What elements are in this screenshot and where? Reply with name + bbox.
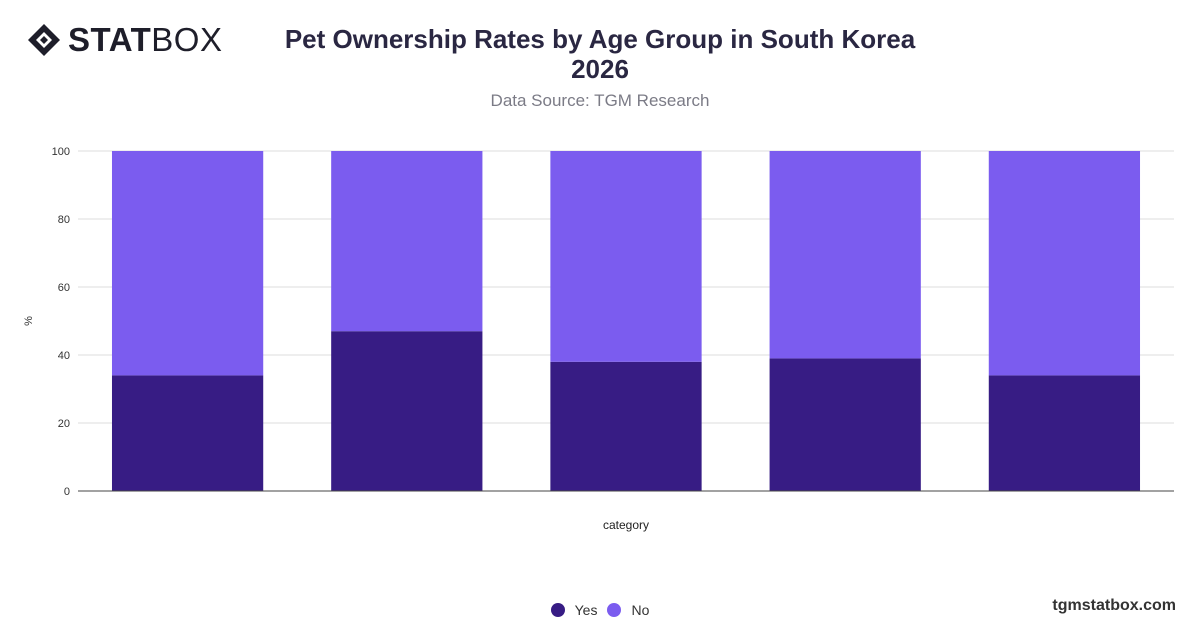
diamond-logo-icon bbox=[28, 24, 60, 56]
chart-title-line-1: Pet Ownership Rates by Age Group in Sout… bbox=[284, 24, 916, 54]
chart-title: Pet Ownership Rates by Age Group in Sout… bbox=[250, 24, 950, 84]
logo-wordmark: STATBOX bbox=[68, 22, 222, 58]
bar-segment-no bbox=[111, 151, 264, 376]
y-tick-label: 20 bbox=[58, 418, 70, 430]
y-tick-label: 0 bbox=[64, 486, 70, 498]
legend-swatch-yes bbox=[550, 603, 565, 617]
legend-label-no: No bbox=[631, 602, 650, 618]
bar-segment-no bbox=[331, 151, 483, 332]
bar-segment-no bbox=[769, 151, 921, 359]
bar-segment-no bbox=[988, 151, 1141, 376]
chart-legend: Yes No bbox=[0, 602, 1200, 618]
bar-segment-yes bbox=[769, 358, 921, 491]
bar-segment-yes bbox=[988, 375, 1141, 491]
y-tick-label: 100 bbox=[52, 146, 70, 158]
legend-swatch-no bbox=[607, 603, 622, 617]
legend-item-no[interactable]: No bbox=[607, 602, 649, 618]
y-tick-label: 60 bbox=[58, 282, 70, 294]
legend-item-yes[interactable]: Yes bbox=[550, 602, 598, 618]
statbox-logo[interactable]: STATBOX bbox=[26, 22, 222, 58]
chart-title-line-2: 2026 bbox=[571, 54, 629, 84]
bar-segment-yes bbox=[111, 375, 264, 491]
website-footer[interactable]: tgmstatbox.com bbox=[1052, 597, 1176, 614]
y-tick-label: 80 bbox=[58, 214, 70, 226]
x-axis-label: category bbox=[603, 518, 649, 532]
chart-subtitle: Data Source: TGM Research bbox=[490, 91, 710, 110]
y-axis-label: % bbox=[23, 316, 35, 326]
bar-segment-no bbox=[550, 151, 702, 362]
bar-segment-yes bbox=[550, 361, 702, 491]
logo-text-light: BOX bbox=[151, 21, 223, 58]
logo-text-bold: STAT bbox=[68, 21, 152, 58]
y-tick-label: 40 bbox=[58, 350, 70, 362]
legend-label-yes: Yes bbox=[574, 602, 598, 618]
bar-segment-yes bbox=[331, 331, 483, 491]
